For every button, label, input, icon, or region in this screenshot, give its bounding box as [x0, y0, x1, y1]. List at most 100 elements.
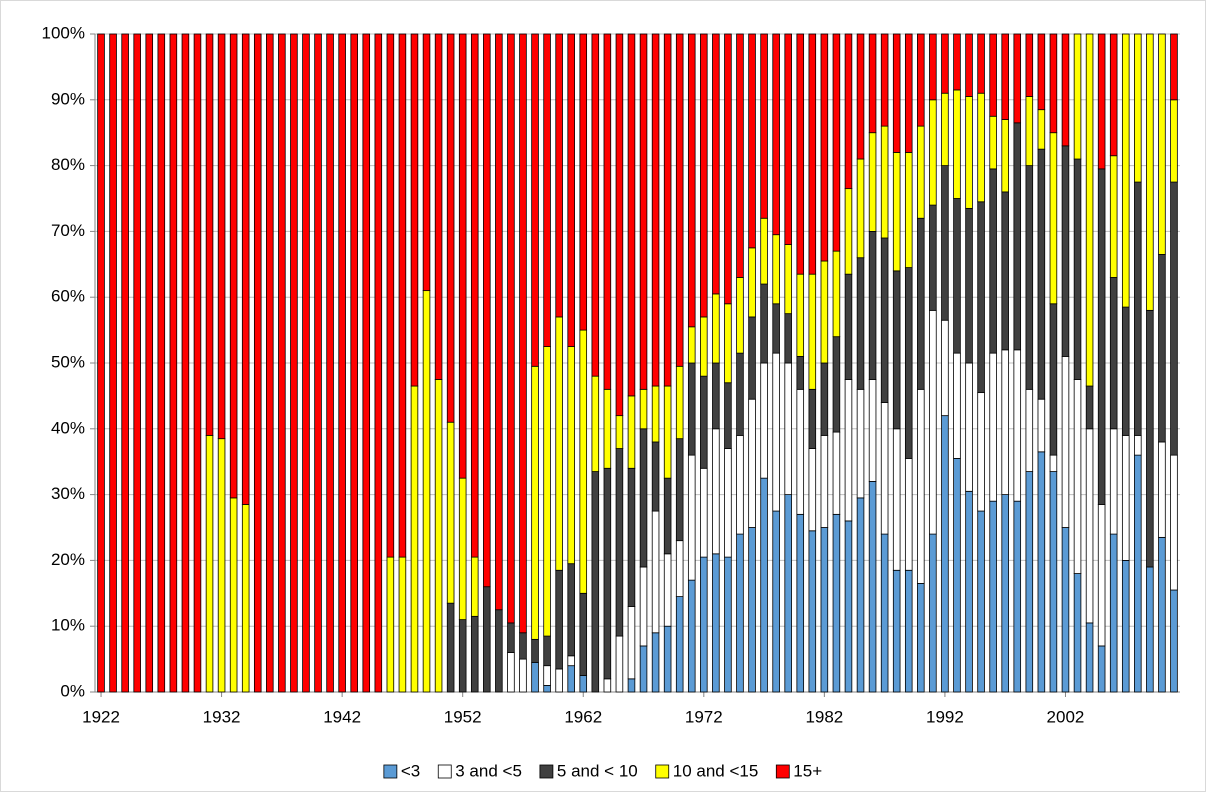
- bar-segment: [796, 388, 805, 515]
- bar-segment: [880, 402, 889, 535]
- bar-segment: [483, 33, 491, 588]
- bar-segment: [579, 592, 588, 676]
- bar-segment: [724, 448, 732, 558]
- bar-segment: [470, 556, 479, 617]
- bar-segment: [615, 33, 624, 417]
- bar-segment: [844, 520, 853, 693]
- bar-segment: [651, 510, 660, 634]
- bar-segment: [772, 303, 780, 354]
- bar-segment: [748, 527, 756, 693]
- bar-segment: [904, 33, 913, 153]
- bar-segment: [470, 615, 479, 693]
- bar-segment: [169, 33, 178, 693]
- bar-segment: [977, 510, 985, 693]
- bar-segment: [796, 513, 805, 693]
- bar-segment: [543, 635, 551, 667]
- bar-segment: [832, 336, 841, 433]
- bar-segment: [772, 33, 780, 236]
- bar-segment: [700, 467, 708, 558]
- bar-segment: [266, 33, 274, 693]
- bar-segment: [1037, 109, 1046, 150]
- bar-segment: [712, 293, 720, 364]
- bar-segment: [507, 33, 515, 624]
- legend-label: 3 and <5: [455, 761, 522, 780]
- bar-segment: [651, 33, 660, 387]
- bar-segment: [1037, 398, 1046, 453]
- bar-segment: [675, 540, 684, 597]
- bar-segment: [603, 467, 612, 680]
- bar-segment: [1097, 645, 1106, 693]
- bar-segment: [1085, 622, 1094, 693]
- bar-segment: [651, 632, 660, 693]
- bar-segment: [989, 115, 997, 170]
- bar-segment: [1121, 434, 1130, 561]
- bar-segment: [832, 250, 841, 338]
- bar-segment: [675, 33, 684, 367]
- bar-segment: [687, 33, 696, 328]
- bar-segment: [760, 33, 768, 219]
- bar-segment: [555, 33, 563, 318]
- bar-segment: [1049, 454, 1058, 472]
- y-tick-label: 40%: [51, 418, 85, 437]
- bar-segment: [965, 490, 973, 693]
- x-tick-label: 1952: [444, 707, 482, 726]
- bar-segment: [519, 632, 527, 660]
- bar-segment: [1170, 454, 1178, 591]
- bar-segment: [977, 33, 985, 94]
- bar-segment: [627, 606, 636, 680]
- bar-segment: [651, 441, 660, 512]
- bar-segment: [1158, 441, 1166, 538]
- bar-segment: [712, 33, 720, 295]
- bar-segment: [639, 388, 648, 430]
- bar-segment: [977, 392, 985, 512]
- bar-segment: [193, 33, 202, 693]
- bar-segment: [953, 89, 961, 199]
- bar-segment: [615, 448, 624, 637]
- bar-segment: [519, 658, 527, 693]
- bar-segment: [446, 421, 455, 604]
- legend-label: 15+: [793, 761, 822, 780]
- y-tick-label: 60%: [51, 287, 85, 306]
- bar-segment: [495, 33, 503, 611]
- bar-segment: [241, 33, 250, 505]
- bar-segment: [796, 273, 805, 357]
- bar-segment: [217, 438, 226, 693]
- bar-segment: [567, 346, 575, 565]
- bar-segment: [748, 398, 756, 528]
- bar-segment: [736, 533, 744, 693]
- bar-segment: [434, 33, 443, 380]
- bar-segment: [736, 277, 744, 354]
- bar-segment: [627, 467, 636, 607]
- bar-segment: [941, 33, 949, 94]
- bar-segment: [253, 33, 262, 693]
- bar-segment: [1158, 536, 1166, 693]
- bar-segment: [1025, 471, 1034, 693]
- bar-segment: [1158, 254, 1166, 443]
- bar-segment: [1013, 500, 1022, 693]
- bar-segment: [458, 477, 467, 621]
- bar-segment: [941, 165, 949, 321]
- bar-segment: [615, 415, 624, 449]
- bar-segment: [687, 326, 696, 364]
- bar-segment: [808, 388, 817, 449]
- bar-segment: [832, 513, 841, 693]
- bar-segment: [97, 33, 105, 693]
- bar-segment: [917, 125, 925, 219]
- y-tick-label: 0%: [60, 681, 85, 700]
- bar-segment: [868, 132, 877, 232]
- bar-segment: [953, 33, 961, 91]
- bar-segment: [507, 622, 515, 653]
- bar-segment: [422, 33, 431, 292]
- bar-segment: [832, 33, 841, 252]
- bar-segment: [290, 33, 298, 693]
- bar-segment: [724, 382, 732, 449]
- bar-segment: [555, 569, 563, 670]
- bar-segment: [772, 510, 780, 693]
- bar-segment: [1049, 132, 1058, 305]
- bar-segment: [880, 237, 889, 403]
- bar-segment: [820, 527, 829, 693]
- bar-segment: [507, 652, 515, 693]
- bar-segment: [434, 379, 443, 693]
